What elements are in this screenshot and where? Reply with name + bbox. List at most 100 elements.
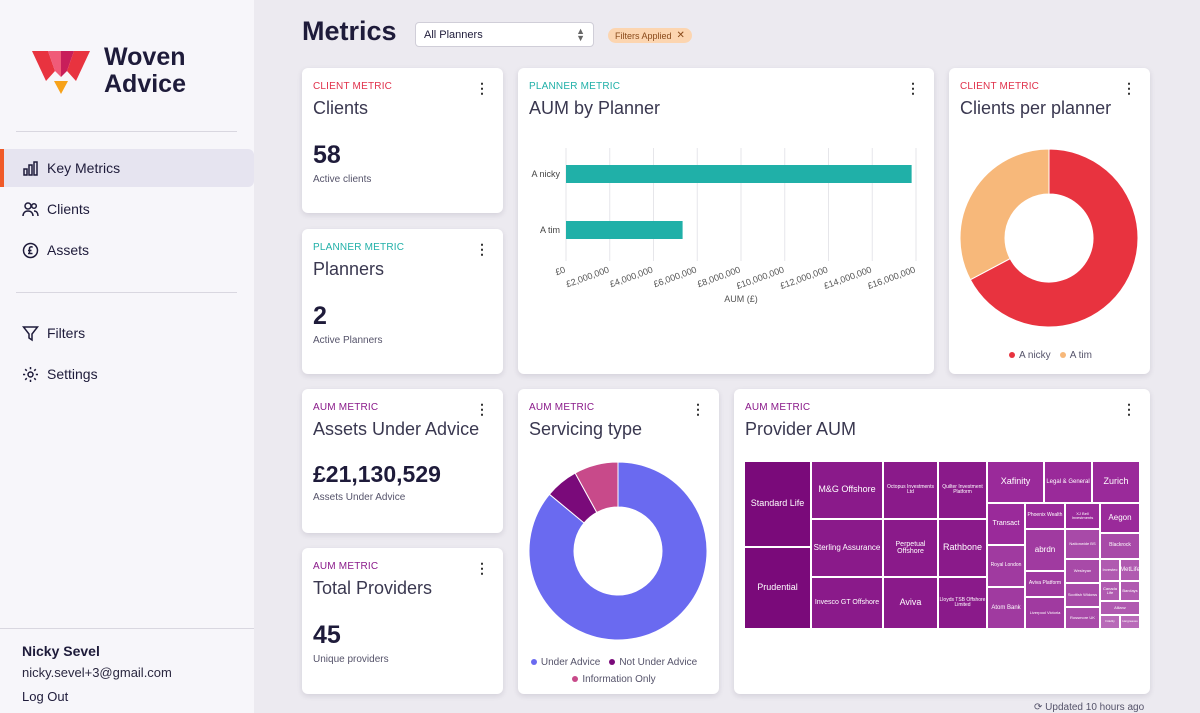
nav-filters[interactable]: Filters — [0, 314, 254, 352]
treemap-cell[interactable]: Lloyds TSB Offshore Limited — [938, 577, 987, 629]
card-clients-per-planner: CLIENT METRIC Clients per planner ⋮ A ni… — [949, 68, 1150, 374]
legend-item[interactable]: A nicky — [1009, 350, 1051, 361]
metric-subtitle: Assets Under Advice — [313, 492, 406, 503]
slice-a-nicky — [969, 148, 1139, 328]
more-options-icon[interactable]: ⋮ — [475, 241, 489, 257]
filters-applied-chip[interactable]: Filters Applied ✕ — [608, 28, 692, 43]
planner-select[interactable]: All Planners ▲ ▼ — [415, 22, 594, 47]
treemap-cell[interactable]: Rossmore UK — [1065, 607, 1100, 629]
more-options-icon[interactable]: ⋮ — [475, 560, 489, 576]
treemap-cell[interactable]: M&G Offshore — [811, 461, 883, 519]
treemap-cell[interactable]: Rathbone — [938, 519, 987, 577]
treemap-cell[interactable]: Liverpool Victoria — [1025, 597, 1065, 629]
treemap-cell[interactable]: Invesco GT Offshore — [811, 577, 883, 629]
bar-chart-icon — [23, 160, 38, 176]
category-label: A nicky — [531, 169, 560, 179]
close-icon[interactable]: ✕ — [676, 30, 685, 41]
treemap-cell[interactable]: MetLife — [1120, 559, 1140, 581]
x-tick-label: £6,000,000 — [652, 264, 698, 289]
filter-chip-label: Filters Applied — [615, 30, 672, 41]
nav-assets[interactable]: Assets — [0, 231, 254, 269]
treemap-cell[interactable]: Standard Life — [744, 461, 811, 547]
metric-subtitle: Active clients — [313, 174, 372, 185]
metric-value: £21,130,529 — [313, 461, 441, 487]
more-options-icon[interactable]: ⋮ — [475, 80, 489, 96]
metric-value: 45 — [313, 621, 341, 649]
card-tag: AUM METRIC — [529, 402, 595, 413]
treemap-cell[interactable]: Aegon — [1100, 503, 1140, 533]
treemap-cell[interactable]: Aviva Platform — [1025, 571, 1065, 597]
aum-bar-chart: £0£2,000,000£4,000,000£6,000,000£8,000,0… — [531, 148, 917, 304]
more-options-icon[interactable]: ⋮ — [1122, 401, 1136, 417]
card-title: Total Providers — [313, 578, 433, 598]
card-servicing-type: AUM METRIC Servicing type ⋮ Under Advice… — [518, 389, 719, 694]
treemap-cell[interactable]: Aviva — [883, 577, 938, 629]
treemap-cell[interactable]: Legal & General — [1044, 461, 1092, 503]
legend-dot — [572, 676, 579, 683]
legend-item[interactable]: Under Advice — [530, 657, 600, 668]
treemap-cell[interactable]: Barclays — [1120, 581, 1140, 601]
treemap-cell[interactable]: abrdn — [1025, 529, 1065, 571]
treemap-cell[interactable]: Sterling Assurance — [811, 519, 883, 577]
more-options-icon[interactable]: ⋮ — [1122, 80, 1136, 96]
treemap-cell[interactable]: Royal London — [987, 545, 1025, 587]
treemap-cell[interactable]: Xafinity — [987, 461, 1044, 503]
more-options-icon[interactable]: ⋮ — [906, 80, 920, 96]
nav-settings[interactable]: Settings — [0, 355, 254, 393]
legend-item[interactable]: Not Under Advice — [609, 657, 697, 668]
logout-link[interactable]: Log Out — [22, 689, 69, 704]
nav-key-metrics[interactable]: Key Metrics — [0, 149, 254, 187]
refresh-icon[interactable]: ⟳ — [1034, 702, 1043, 713]
treemap-cell[interactable]: Atom Bank — [987, 587, 1025, 629]
card-tag: AUM METRIC — [745, 402, 811, 413]
x-tick-label: £14,000,000 — [822, 264, 872, 291]
last-updated: ⟳ Updated 10 hours ago — [1034, 702, 1144, 713]
treemap-cell[interactable]: Octopus Investments Ltd — [883, 461, 938, 519]
legend-item[interactable]: Information Only — [572, 674, 656, 685]
treemap-cell[interactable]: Transact — [987, 503, 1025, 545]
user-email: nicky.sevel+3@gmail.com — [22, 665, 172, 680]
servicing-donut-chart — [528, 461, 708, 641]
treemap-cell[interactable]: Canada Life — [1100, 581, 1120, 601]
treemap-cell[interactable]: Prudential — [744, 547, 811, 629]
treemap-cell[interactable]: Investec — [1100, 559, 1120, 581]
card-tag: PLANNER METRIC — [313, 242, 405, 253]
treemap-cell[interactable]: Wesleyan — [1065, 559, 1100, 583]
select-chevron-icon: ▲ ▼ — [576, 26, 585, 43]
card-tag: AUM METRIC — [313, 561, 379, 572]
chart-legend: Under Advice Not Under Advice Information … — [518, 654, 719, 688]
metric-subtitle: Active Planners — [313, 335, 383, 346]
nav-label: Clients — [47, 201, 90, 217]
treemap-cell[interactable]: Zurich — [1092, 461, 1140, 503]
more-options-icon[interactable]: ⋮ — [475, 401, 489, 417]
more-options-icon[interactable]: ⋮ — [691, 401, 705, 417]
treemap-cell[interactable]: XJ Bell Investments — [1065, 503, 1100, 529]
card-tag: PLANNER METRIC — [529, 81, 621, 92]
card-total-providers: AUM METRIC Total Providers ⋮ 45 Unique p… — [302, 548, 503, 694]
treemap-cell[interactable]: Nationwide BS — [1065, 529, 1100, 559]
legend-label: Not Under Advice — [619, 657, 698, 668]
clients-donut-chart — [959, 148, 1139, 328]
nav-clients[interactable]: Clients — [0, 190, 254, 228]
legend-dot — [1059, 352, 1066, 359]
card-title: Servicing type — [529, 419, 643, 439]
treemap-cell[interactable]: Fidelity — [1100, 615, 1120, 629]
category-label: A tim — [540, 225, 560, 235]
brand-logo[interactable]: Woven Advice — [32, 44, 186, 98]
legend-dot — [609, 659, 616, 666]
divider — [16, 131, 237, 132]
users-icon — [22, 201, 39, 216]
treemap-cell[interactable]: Blackrock — [1100, 533, 1140, 559]
treemap-cell[interactable]: Phoenix Wealth — [1025, 503, 1065, 529]
card-tag: CLIENT METRIC — [960, 81, 1040, 92]
treemap-cell[interactable]: Scottish Widows — [1065, 583, 1100, 607]
treemap-cell[interactable]: Perpetual Offshore — [883, 519, 938, 577]
treemap-cell[interactable]: Quilter Investment Platform — [938, 461, 987, 519]
treemap-cell[interactable]: Hargreaves — [1120, 615, 1140, 629]
legend-item[interactable]: A tim — [1059, 350, 1092, 361]
nav-label: Key Metrics — [47, 160, 121, 176]
x-tick-label: £2,000,000 — [565, 264, 611, 289]
treemap-cell[interactable]: Allianz — [1100, 601, 1140, 615]
pound-icon — [22, 242, 39, 258]
user-panel: Nicky Sevel nicky.sevel+3@gmail.com Log … — [0, 628, 254, 713]
